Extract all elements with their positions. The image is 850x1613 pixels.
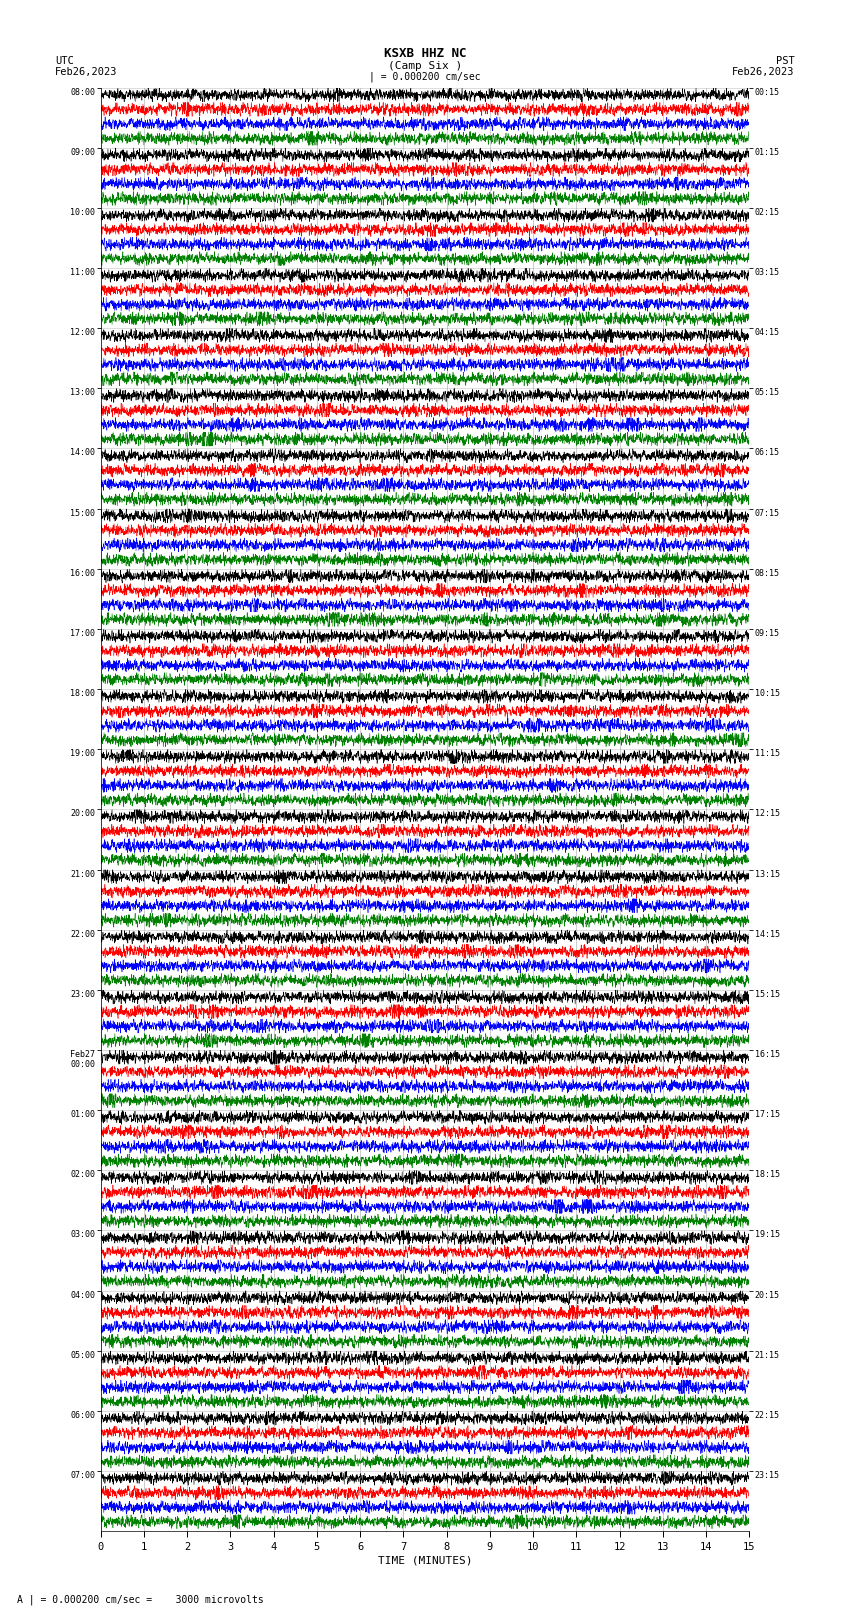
Text: Feb26,2023: Feb26,2023 [732, 68, 795, 77]
Text: KSXB HHZ NC: KSXB HHZ NC [383, 47, 467, 60]
Text: UTC: UTC [55, 56, 74, 66]
X-axis label: TIME (MINUTES): TIME (MINUTES) [377, 1557, 473, 1566]
Text: (Camp Six ): (Camp Six ) [388, 61, 462, 71]
Text: PST: PST [776, 56, 795, 66]
Text: Feb26,2023: Feb26,2023 [55, 68, 118, 77]
Text: | = 0.000200 cm/sec: | = 0.000200 cm/sec [369, 71, 481, 82]
Text: A | = 0.000200 cm/sec =    3000 microvolts: A | = 0.000200 cm/sec = 3000 microvolts [17, 1594, 264, 1605]
